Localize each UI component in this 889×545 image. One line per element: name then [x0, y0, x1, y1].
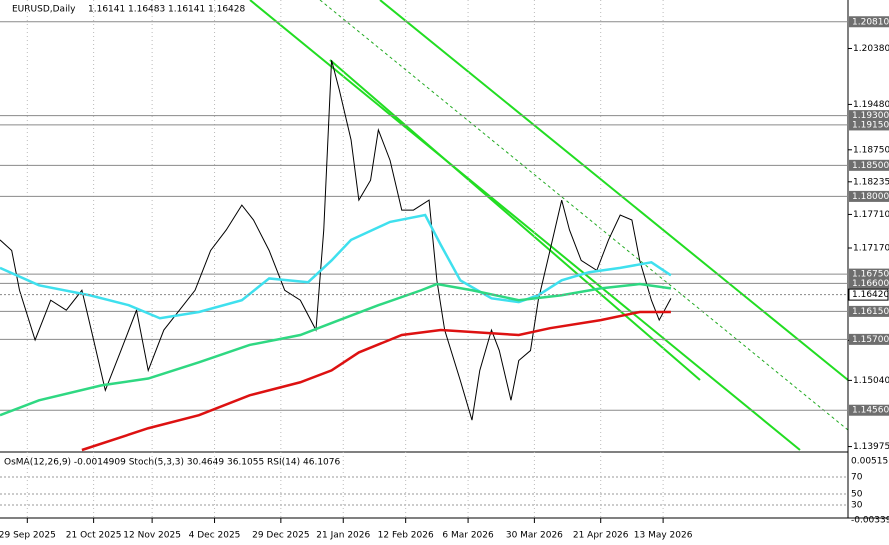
indicator-levels	[0, 476, 848, 506]
level-box	[849, 119, 889, 131]
y-tick-label: 1.13975	[853, 442, 889, 452]
level-box	[849, 277, 889, 289]
y-tick-label: 1.20380	[853, 44, 889, 54]
x-tick-label: 6 Mar 2026	[442, 531, 494, 541]
price-line	[0, 282, 672, 417]
indicator-scale: 30	[851, 501, 863, 511]
level-label: 1.19300	[852, 111, 889, 121]
current-box	[848, 288, 889, 301]
indicator-scale: -0.00339	[851, 516, 889, 526]
current-label: 1.16420	[852, 290, 889, 300]
y-tick-label: 1.17710	[853, 210, 889, 220]
x-tick-label: 12 Feb 2026	[378, 531, 434, 541]
x-tick-label: 4 Dec 2025	[189, 531, 241, 541]
channel-line	[379, 0, 849, 381]
indicator-label: OsMA(12,26,9) -0.0014909 Stoch(5,3,3) 30…	[4, 458, 340, 468]
x-tick-label: 21 Apr 2026	[573, 531, 629, 541]
x-tick-label: 21 Jan 2026	[316, 531, 370, 541]
level-box	[849, 305, 889, 317]
channel-line	[329, 59, 701, 381]
level-box	[849, 16, 889, 28]
level-label: 1.18500	[852, 161, 889, 171]
level-label: 1.20810	[852, 17, 889, 27]
close: 1.16428	[208, 5, 245, 15]
low: 1.16141	[168, 5, 205, 15]
high: 1.16483	[128, 5, 165, 15]
channel-lines	[249, 0, 849, 451]
level-label: 1.19150	[852, 120, 889, 130]
x-tick-label: 29 Sep 2025	[0, 531, 56, 541]
indicator-scale: 70	[851, 473, 863, 483]
level-label: 1.14560	[852, 406, 889, 416]
level-label: 1.15700	[852, 335, 889, 345]
level-box	[849, 268, 889, 280]
symbol: EURUSD,Daily	[12, 5, 76, 15]
x-tick-label: 29 Dec 2025	[252, 531, 310, 541]
level-box	[849, 404, 889, 416]
level-label: 1.16750	[852, 270, 889, 280]
x-tick-label: 12 Nov 2025	[123, 531, 181, 541]
y-tick-label: 1.18235	[853, 177, 889, 187]
level-box	[849, 110, 889, 122]
open: 1.16141	[88, 5, 125, 15]
y-tick-label: 1.19480	[853, 100, 889, 110]
indicator-scale: 50	[851, 490, 863, 500]
y-tick-label: 1.17170	[853, 243, 889, 253]
level-label: 1.18000	[852, 192, 889, 202]
price-line	[81, 310, 671, 452]
x-tick-label: 21 Oct 2025	[66, 531, 122, 541]
x-tick-label: 13 May 2026	[634, 531, 693, 541]
price-line	[0, 213, 672, 320]
channel-line	[249, 0, 801, 451]
level-box	[849, 333, 889, 345]
level-label: 1.16150	[852, 307, 889, 317]
indicator-scale: 0.00515	[851, 457, 888, 467]
level-label: 1.16600	[852, 279, 889, 289]
x-tick-label: 30 Mar 2026	[506, 531, 563, 541]
price-line	[0, 60, 672, 421]
y-tick-label: 1.15040	[853, 376, 889, 386]
level-box	[849, 190, 889, 202]
y-tick-label: 1.18750	[853, 145, 889, 155]
level-box	[849, 159, 889, 171]
